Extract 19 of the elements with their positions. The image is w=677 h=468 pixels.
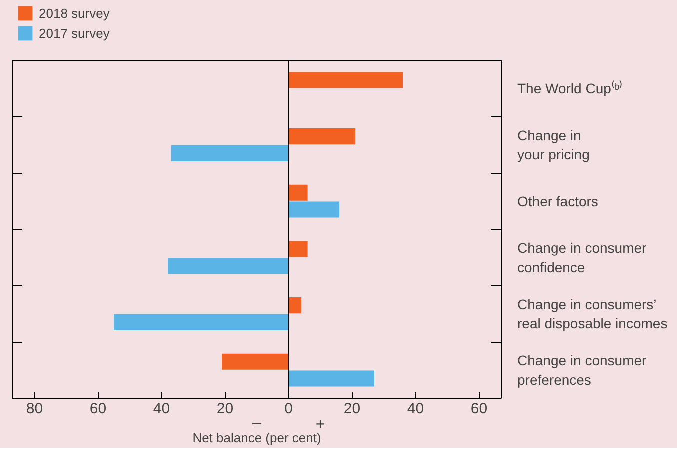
y-tick-label: Change in your pricing [518,127,590,163]
y-tick-label: Change in consumer confidence [518,240,648,276]
x-tick-label: 60 [470,400,488,418]
y-tick-label: Change in consumers’ real disposable incomes [518,296,668,332]
x-tick-label: 20 [216,400,234,418]
y-tick-label: The World Cup⁽ᵇ⁾ [518,80,623,97]
legend-label: 2017 survey [39,26,110,40]
text: + [316,416,326,434]
x-tick-label: 40 [153,400,170,418]
legend-label: 2018 survey [39,6,110,20]
x-axis-title: Net balance (per cent) [192,430,322,446]
y-tick-label: Change in consumer preferences [518,352,648,388]
text: – [252,415,262,432]
x-tick-label: 0 [284,400,293,418]
x-tick-label: 40 [407,400,424,418]
x-tick-label: 80 [26,400,44,418]
y-tick-label: Other factors [518,193,598,210]
x-tick-label: 60 [90,400,107,418]
x-tick-label: 20 [344,400,361,418]
